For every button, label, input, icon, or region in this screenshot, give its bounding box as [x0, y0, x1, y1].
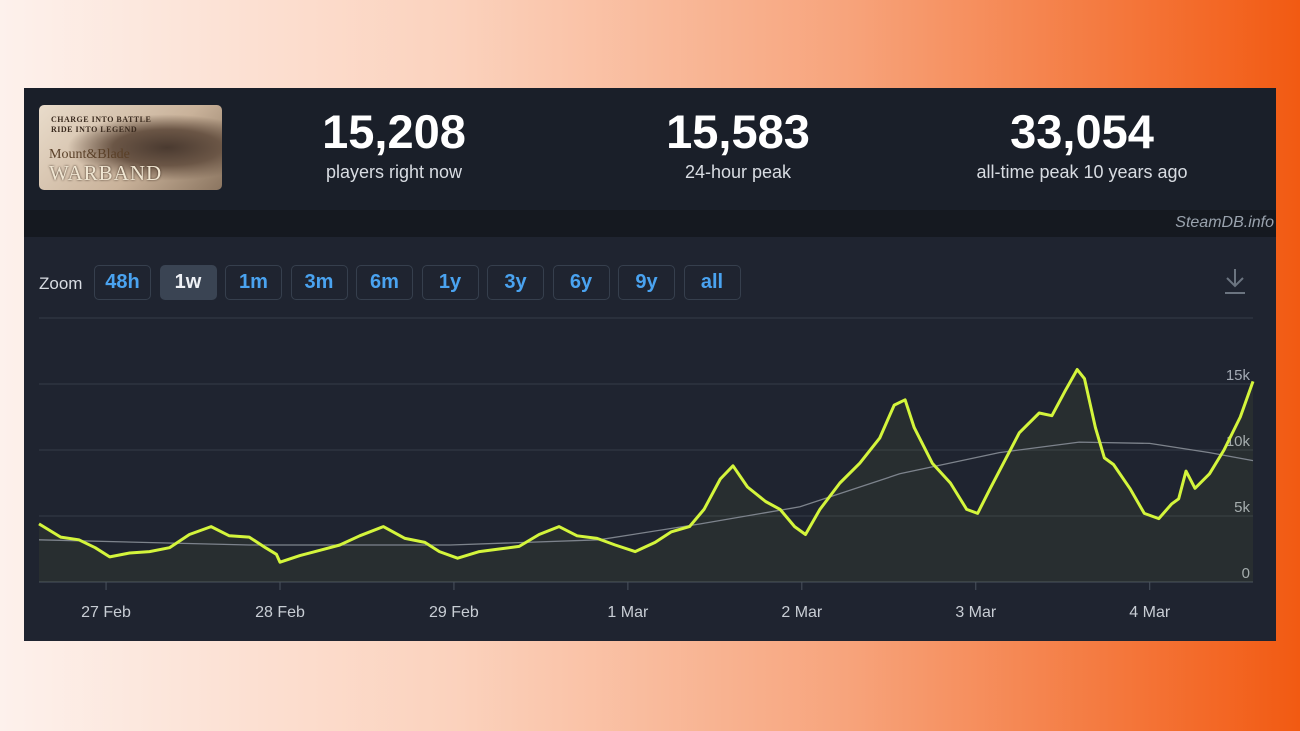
- stat-value: 15,583: [666, 105, 810, 158]
- y-tick-label: 5k: [1234, 499, 1250, 516]
- zoom-button-1y[interactable]: 1y: [421, 265, 479, 300]
- stat-value: 15,208: [322, 105, 466, 158]
- stat-label: players right now: [325, 162, 463, 182]
- logo-tagline: CHARGE INTO BATTLE RIDE INTO LEGEND: [51, 115, 151, 135]
- y-tick-label: 10k: [1226, 433, 1251, 450]
- x-tick-label: 28 Feb: [255, 604, 305, 621]
- x-tick-label: 1 Mar: [607, 604, 649, 621]
- stat-label: all-time peak 10 years ago: [976, 162, 1188, 182]
- logo-line: RIDE INTO LEGEND: [51, 125, 138, 134]
- stat-label: 24-hour peak: [684, 162, 792, 182]
- player-count-chart: 0 5k 10k 15k 27 Feb 28 Feb 29 Feb 1 Mar 2 Mar 3 M…: [38, 317, 1255, 621]
- stat-all-time-peak: 33,054 all-time peak 10 years ago: [922, 106, 1242, 183]
- y-tick-label: 15k: [1226, 367, 1251, 384]
- zoom-button-all[interactable]: all: [683, 265, 741, 300]
- divider-band: [24, 210, 1276, 237]
- zoom-button-3y[interactable]: 3y: [487, 265, 544, 300]
- stat-current-players: 15,208 players right now: [234, 106, 554, 183]
- zoom-label: Zoom: [39, 274, 83, 293]
- zoom-button-6m[interactable]: 6m: [356, 265, 413, 300]
- average-line: [38, 441, 1254, 546]
- logo-subtitle: WARBAND: [49, 161, 163, 185]
- logo-title: Mount&Blade: [49, 147, 130, 162]
- logo-line: CHARGE INTO BATTLE: [51, 115, 152, 124]
- steamdb-card: CHARGE INTO BATTLE RIDE INTO LEGEND Mount…: [24, 88, 1276, 641]
- zoom-button-1m[interactable]: 1m: [225, 265, 282, 300]
- x-tick-label: 3 Mar: [955, 604, 997, 621]
- zoom-button-1w[interactable]: 1w: [159, 265, 217, 300]
- x-tick-label: 4 Mar: [1129, 604, 1171, 621]
- steamdb-watermark[interactable]: SteamDB.info: [1175, 214, 1274, 231]
- header: CHARGE INTO BATTLE RIDE INTO LEGEND Mount…: [24, 88, 1276, 210]
- x-tick-label: 2 Mar: [781, 604, 823, 621]
- stat-24h-peak: 15,583 24-hour peak: [578, 106, 898, 183]
- stat-value: 33,054: [1010, 105, 1154, 158]
- players-area: [39, 369, 1253, 582]
- y-tick-label: 0: [1242, 565, 1250, 582]
- download-icon[interactable]: [1222, 266, 1248, 296]
- zoom-button-9y[interactable]: 9y: [618, 265, 675, 300]
- zoom-button-3m[interactable]: 3m: [290, 265, 348, 300]
- x-tick-label: 27 Feb: [81, 604, 131, 621]
- zoom-button-48h[interactable]: 48h: [94, 265, 151, 300]
- game-logo[interactable]: CHARGE INTO BATTLE RIDE INTO LEGEND Mount…: [39, 105, 222, 190]
- zoom-button-6y[interactable]: 6y: [552, 265, 610, 300]
- players-line: [38, 368, 1255, 564]
- x-tick-label: 29 Feb: [429, 604, 479, 621]
